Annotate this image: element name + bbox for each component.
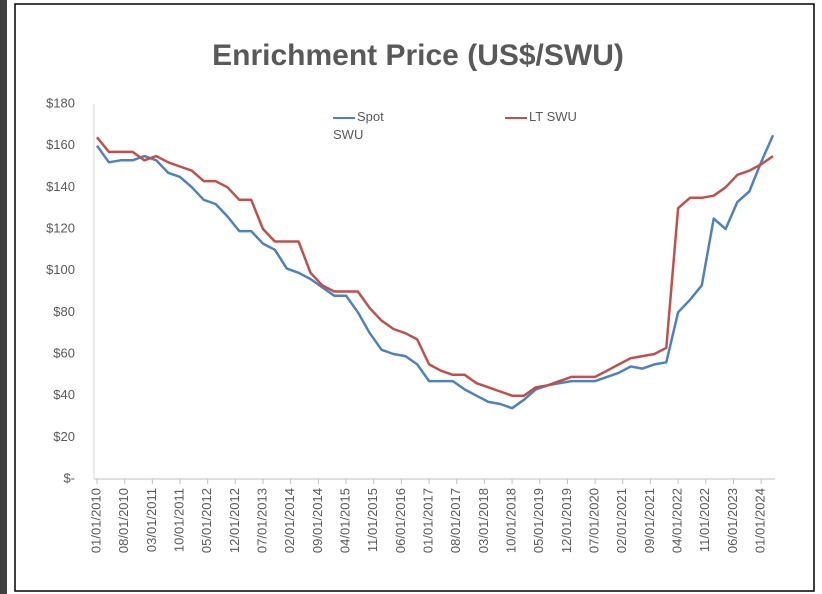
x-tick-label: 04/01/2022: [670, 488, 685, 553]
series-line: [95, 134, 775, 410]
x-tick-label: 10/01/2018: [504, 488, 519, 553]
x-tick-label: 11/01/2015: [365, 488, 380, 552]
x-tick-label: 01/01/2017: [421, 488, 436, 553]
y-tick-label: $140: [46, 179, 75, 194]
series-line: [96, 136, 774, 397]
chart-frame: [14, 3, 815, 592]
x-tick-label: 06/01/2023: [725, 488, 740, 553]
x-tick-label: 07/01/2020: [587, 488, 602, 553]
legend-swatch: [505, 116, 527, 119]
chart-title: Enrichment Price (US$/SWU): [212, 39, 624, 72]
y-tick-label: $120: [46, 220, 75, 235]
x-tick-label: 08/01/2010: [116, 488, 131, 553]
y-tick-label: $60: [53, 345, 75, 360]
x-tick-label: 01/01/2010: [88, 488, 103, 553]
y-tick-label: $160: [46, 137, 75, 152]
x-tick-label: 02/01/2021: [614, 488, 629, 553]
y-tick-label: $80: [53, 304, 75, 319]
x-tick-label: 05/01/2019: [531, 488, 546, 553]
legend-label: Spot SWU: [333, 109, 384, 142]
y-tick-label: $180: [46, 95, 75, 110]
legend-item: Spot SWU: [333, 108, 403, 144]
x-tick-label: 08/01/2017: [448, 488, 463, 553]
x-tick-label: 06/01/2016: [393, 488, 408, 553]
x-tick-label: 09/01/2021: [642, 488, 657, 553]
x-tick-label: 12/01/2012: [227, 488, 242, 553]
left-edge: [0, 0, 7, 594]
x-tick-label: 01/01/2024: [753, 488, 768, 553]
x-tick-label: 04/01/2015: [337, 488, 352, 553]
legend-label: LT SWU: [529, 109, 577, 124]
y-tick-label: $100: [46, 262, 75, 277]
y-tick-label: $40: [53, 387, 75, 402]
y-tick-label: $20: [53, 429, 75, 444]
x-tick-label: 10/01/2011: [171, 488, 186, 552]
x-tick-label: 02/01/2014: [282, 488, 297, 553]
x-tick-label: 09/01/2014: [310, 488, 325, 553]
y-tick-label: $-: [63, 470, 75, 485]
x-tick-label: 12/01/2019: [559, 488, 574, 553]
x-tick-label: 03/01/2018: [476, 488, 491, 553]
x-tick-label: 05/01/2012: [199, 488, 214, 553]
legend-swatch: [333, 116, 355, 119]
x-tick-label: 11/01/2022: [697, 488, 712, 552]
x-tick-label: 07/01/2013: [254, 488, 269, 553]
legend-item: LT SWU: [505, 108, 605, 126]
x-tick-label: 03/01/2011: [144, 488, 159, 552]
